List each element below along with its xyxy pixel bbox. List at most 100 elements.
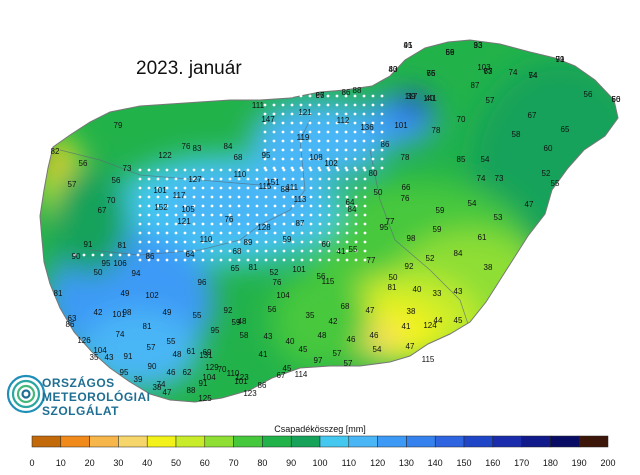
station-value: 89 (244, 238, 253, 247)
snow-dot (335, 94, 339, 98)
snow-dot (308, 121, 312, 125)
snow-dot (255, 195, 259, 199)
snow-dot (156, 213, 160, 217)
snow-dot (165, 258, 169, 262)
snow-dot (380, 157, 384, 161)
legend-tick-label: 130 (398, 458, 414, 468)
station-value: 41 (337, 247, 346, 256)
snow-dot (183, 222, 187, 226)
logo-line-2: METEOROLÓGIAI (42, 390, 151, 404)
legend-swatch (262, 435, 292, 448)
snow-dot (318, 204, 322, 208)
snow-dot (291, 195, 295, 199)
station-value: 115 (422, 355, 435, 364)
station-value: 101 (153, 186, 167, 195)
snow-dot (344, 166, 348, 170)
station-value: 110 (200, 235, 213, 244)
snow-dot (263, 121, 267, 125)
snow-dot (291, 222, 295, 226)
snow-dot (290, 130, 294, 134)
station-value: 52 (270, 268, 279, 277)
station-value: 90 (72, 252, 81, 261)
snow-dot (237, 177, 241, 181)
snow-dot (326, 103, 330, 107)
station-value: 115 (322, 277, 335, 286)
snow-dot (354, 240, 358, 244)
snow-dot (219, 213, 223, 217)
legend-tick-label: 50 (170, 458, 182, 468)
snow-dot (263, 166, 267, 170)
snow-dot (273, 249, 277, 253)
station-value: 84 (224, 142, 233, 151)
station-value: 95 (404, 41, 413, 50)
station-value: 97 (316, 91, 325, 100)
station-value: 73 (484, 67, 493, 76)
snow-dot (336, 231, 340, 235)
snow-dot (291, 204, 295, 208)
station-value: 106 (113, 259, 127, 268)
station-value: 123 (243, 389, 257, 398)
snow-dot (327, 258, 331, 262)
station-value: 42 (329, 317, 338, 326)
snow-dot (138, 222, 142, 226)
station-value: 85 (457, 155, 466, 164)
snow-dot (327, 240, 331, 244)
legend-tick-label: 200 (600, 458, 616, 468)
snow-dot (336, 177, 340, 181)
station-value: 58 (512, 130, 521, 139)
station-value: 48 (173, 350, 182, 359)
station-value: 108 (309, 153, 323, 162)
station-value: 77 (386, 217, 395, 226)
station-value: 92 (224, 306, 233, 315)
station-value: 68 (233, 247, 242, 256)
station-value: 74 (157, 380, 166, 389)
station-value: 123 (235, 373, 249, 382)
snow-dot (317, 103, 321, 107)
snow-dot (326, 139, 330, 143)
snow-dot (380, 139, 384, 143)
snow-dot (174, 168, 178, 172)
station-value: 98 (123, 308, 132, 317)
snow-dot (290, 103, 294, 107)
snow-dot (263, 139, 267, 143)
station-value: 67 (484, 67, 493, 76)
station-value: 53 (494, 213, 503, 222)
snow-dot (201, 249, 205, 253)
snow-dot (246, 249, 250, 253)
station-value: 117 (405, 92, 418, 101)
snow-dot (363, 195, 367, 199)
snow-dot (282, 186, 286, 190)
station-value: 54 (529, 71, 538, 80)
snow-dot (165, 249, 169, 253)
snow-dot (327, 195, 331, 199)
snow-dot (264, 249, 268, 253)
snow-dot (174, 195, 178, 199)
snow-dot (317, 157, 321, 161)
snow-dot (353, 103, 357, 107)
station-value: 86 (146, 252, 155, 261)
snow-dot (272, 112, 276, 116)
snow-dot (228, 168, 232, 172)
snow-dot (309, 195, 313, 199)
snow-dot (156, 249, 160, 253)
station-value: 81 (118, 241, 127, 250)
snow-dot (255, 168, 259, 172)
station-value: 69 (446, 48, 455, 57)
snow-dot (290, 166, 294, 170)
snow-dot (156, 204, 160, 208)
station-value: 61 (187, 347, 196, 356)
snow-dot (147, 168, 151, 172)
snow-dot (109, 253, 113, 257)
snow-dot (264, 213, 268, 217)
snow-dot (263, 157, 267, 161)
snow-dot (317, 148, 321, 152)
snow-dot (363, 186, 367, 190)
snow-dot (210, 177, 214, 181)
snow-dot (345, 258, 349, 262)
snow-dot (147, 249, 151, 253)
station-value: 93 (474, 41, 483, 50)
snow-dot (362, 103, 366, 107)
station-value: 66 (316, 91, 325, 100)
snow-dot (309, 213, 313, 217)
snow-dot (380, 130, 384, 134)
